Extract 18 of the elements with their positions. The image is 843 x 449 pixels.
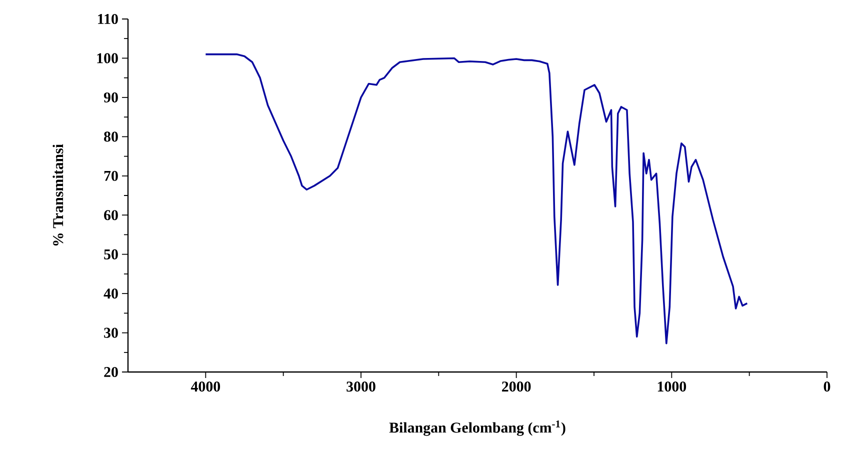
- x-tick-label: 1000: [658, 382, 686, 392]
- x-axis-title: Bilangan Gelombang (cm$^{-1}$): [389, 420, 566, 436]
- y-tick-label: 40: [104, 288, 118, 299]
- y-tick-label: 70: [104, 170, 118, 181]
- y-tick-label: 50: [104, 249, 118, 260]
- y-tick-label: 110: [98, 14, 118, 24]
- y-tick-label: 100: [97, 53, 118, 64]
- line-series: [204, 53, 748, 344]
- x-tick-label: 2000: [502, 382, 531, 392]
- y-tick-label: 80: [104, 132, 118, 142]
- y-tick-label: 30: [104, 328, 118, 338]
- y-tick-label: 60: [104, 210, 118, 220]
- x-tick-label: 4000: [190, 382, 220, 392]
- y-tick-label: 90: [104, 92, 118, 102]
- y-tick-label: 20: [104, 366, 118, 378]
- x-tick-label: 3000: [346, 382, 376, 392]
- x-tick-label: 0: [824, 382, 830, 392]
- y-axis-title: % Transmitansi: [52, 144, 64, 246]
